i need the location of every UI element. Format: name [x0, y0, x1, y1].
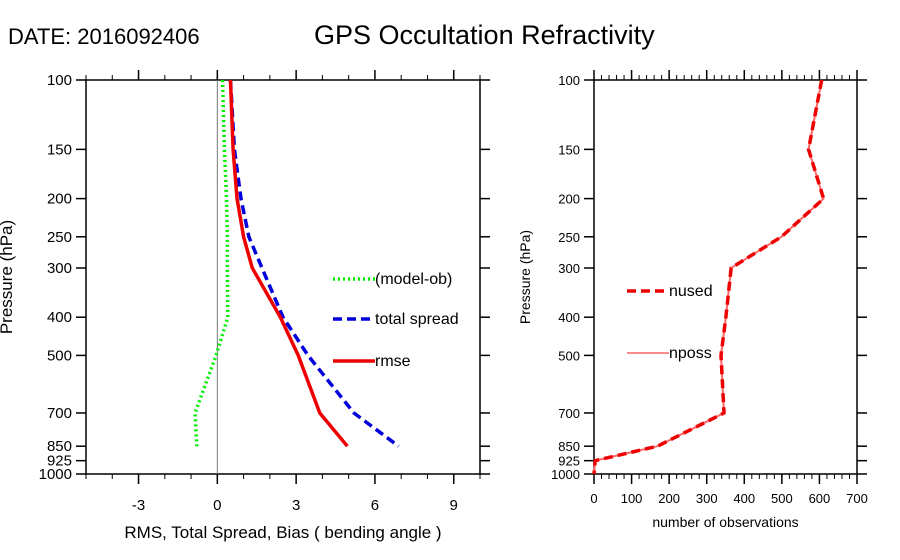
series-line-totalspread: [228, 79, 400, 448]
y-tick-label: 925: [47, 453, 72, 470]
y-tick-label: 150: [47, 141, 72, 158]
y-tick-label: 200: [47, 191, 72, 208]
y-tick-label: 1000: [551, 467, 580, 482]
y-tick-label: 1000: [39, 466, 72, 483]
x-tick-label: 500: [771, 491, 793, 506]
x-axis-title: number of observations: [652, 514, 798, 530]
legend-label: (model-ob): [375, 271, 452, 288]
x-tick-label: 600: [809, 491, 831, 506]
legend-label: nused: [669, 283, 713, 300]
y-tick-label: 100: [47, 72, 72, 89]
y-tick-label: 250: [47, 229, 72, 246]
y-tick-label: 700: [47, 405, 72, 422]
y-tick-label: 925: [558, 454, 580, 469]
y-tick-label: 200: [558, 192, 580, 207]
y-tick-label: 300: [47, 260, 72, 277]
x-tick-label: 400: [733, 491, 755, 506]
y-tick-label: 850: [558, 439, 580, 454]
y-tick-label: 400: [47, 309, 72, 326]
y-tick-label: 100: [558, 73, 580, 88]
y-tick-label: 400: [558, 310, 580, 325]
legend-label: rmse: [375, 353, 411, 370]
plot-frame: [593, 79, 858, 475]
y-tick-label: 500: [47, 347, 72, 364]
series-line-nused: [592, 79, 826, 475]
date-label: DATE: 2016092406: [8, 24, 200, 49]
x-tick-label: -3: [132, 497, 145, 514]
plot-frame: [85, 79, 481, 475]
y-tick-label: 150: [558, 142, 580, 157]
x-tick-label: 9: [450, 497, 458, 514]
left-panel: -3 0 3 6 9 100 150 200 250 300 400 500 700 8509251000…: [0, 70, 490, 542]
x-tick-label: 0: [213, 497, 221, 514]
x-tick-label: 0: [590, 491, 597, 506]
x-tick-label: 700: [846, 491, 868, 506]
legend-label: total spread: [375, 311, 459, 328]
chart-title: GPS Occultation Refractivity: [314, 20, 655, 50]
x-tick-label: 100: [621, 491, 643, 506]
x-tick-label: 200: [658, 491, 680, 506]
series-line-rmse: [228, 79, 349, 448]
legend-label: nposs: [669, 345, 712, 362]
series-line-modelob: [193, 79, 230, 447]
y-axis-title: Pressure (hPa): [517, 230, 533, 324]
x-tick-label: 6: [371, 497, 379, 514]
y-tick-label: 250: [558, 230, 580, 245]
right-panel: 0 100 200 300 400 500 600 700 100 150 200 250 300 400…: [517, 70, 868, 530]
y-tick-label: 500: [558, 348, 580, 363]
x-tick-label: 300: [696, 491, 718, 506]
y-tick-label: 300: [558, 261, 580, 276]
y-tick-label: 700: [558, 406, 580, 421]
x-axis-title: RMS, Total Spread, Bias ( bending angle …: [124, 523, 441, 542]
y-axis-title: Pressure (hPa): [0, 220, 16, 334]
y-tick-label: 850: [47, 438, 72, 455]
series-line-nposs: [593, 79, 825, 475]
x-tick-label: 3: [292, 497, 300, 514]
